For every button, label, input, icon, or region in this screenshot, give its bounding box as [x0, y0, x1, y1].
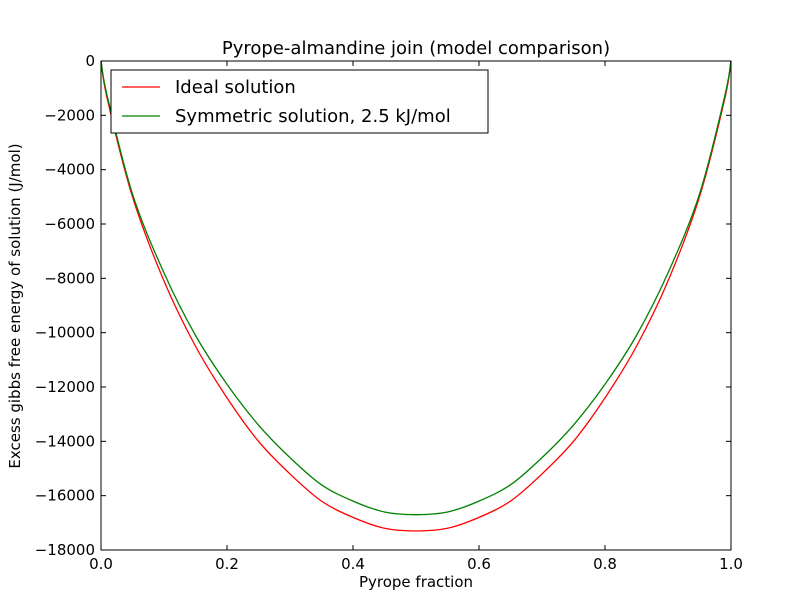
y-tick-label: −14000 [35, 432, 95, 450]
plot-frame [100, 60, 732, 551]
series-line-0 [100, 60, 732, 532]
y-tick-label: −4000 [44, 161, 95, 179]
y-tick-label: −8000 [44, 269, 95, 287]
legend-box [110, 69, 489, 134]
y-tick-label: −6000 [44, 215, 95, 233]
series-layer [100, 60, 732, 532]
y-tick-label: −18000 [35, 541, 95, 559]
x-tick-label: 0.8 [593, 555, 617, 573]
x-tick-label: 0.0 [89, 555, 113, 573]
y-tick-label: −10000 [35, 324, 95, 342]
chart-title: Pyrope-almandine join (model comparison) [222, 38, 610, 59]
y-tick-label: −12000 [35, 378, 95, 396]
legend-label-symmetric: Symmetric solution, 2.5 kJ/mol [175, 106, 451, 127]
x-tick-label: 0.6 [467, 555, 491, 573]
tick-layer: 0.0 0.2 0.4 0.6 0.8 1.0 0 −2000 −4000 −6000 −8000 −… [35, 52, 743, 573]
y-tick-label: 0 [85, 52, 95, 70]
legend-label-ideal: Ideal solution [175, 77, 296, 98]
y-tick-label: −2000 [44, 106, 95, 124]
x-tick-label: 0.4 [341, 555, 365, 573]
y-tick-label: −16000 [35, 487, 95, 505]
series-line-1 [100, 60, 732, 516]
y-axis-label: Excess gibbs free energy of solution (J/… [6, 143, 24, 468]
x-tick-label: 1.0 [719, 555, 743, 573]
x-axis-label: Pyrope fraction [359, 573, 473, 591]
x-tick-label: 0.2 [215, 555, 239, 573]
legend: Ideal solution Symmetric solution, 2.5 k… [110, 69, 489, 134]
